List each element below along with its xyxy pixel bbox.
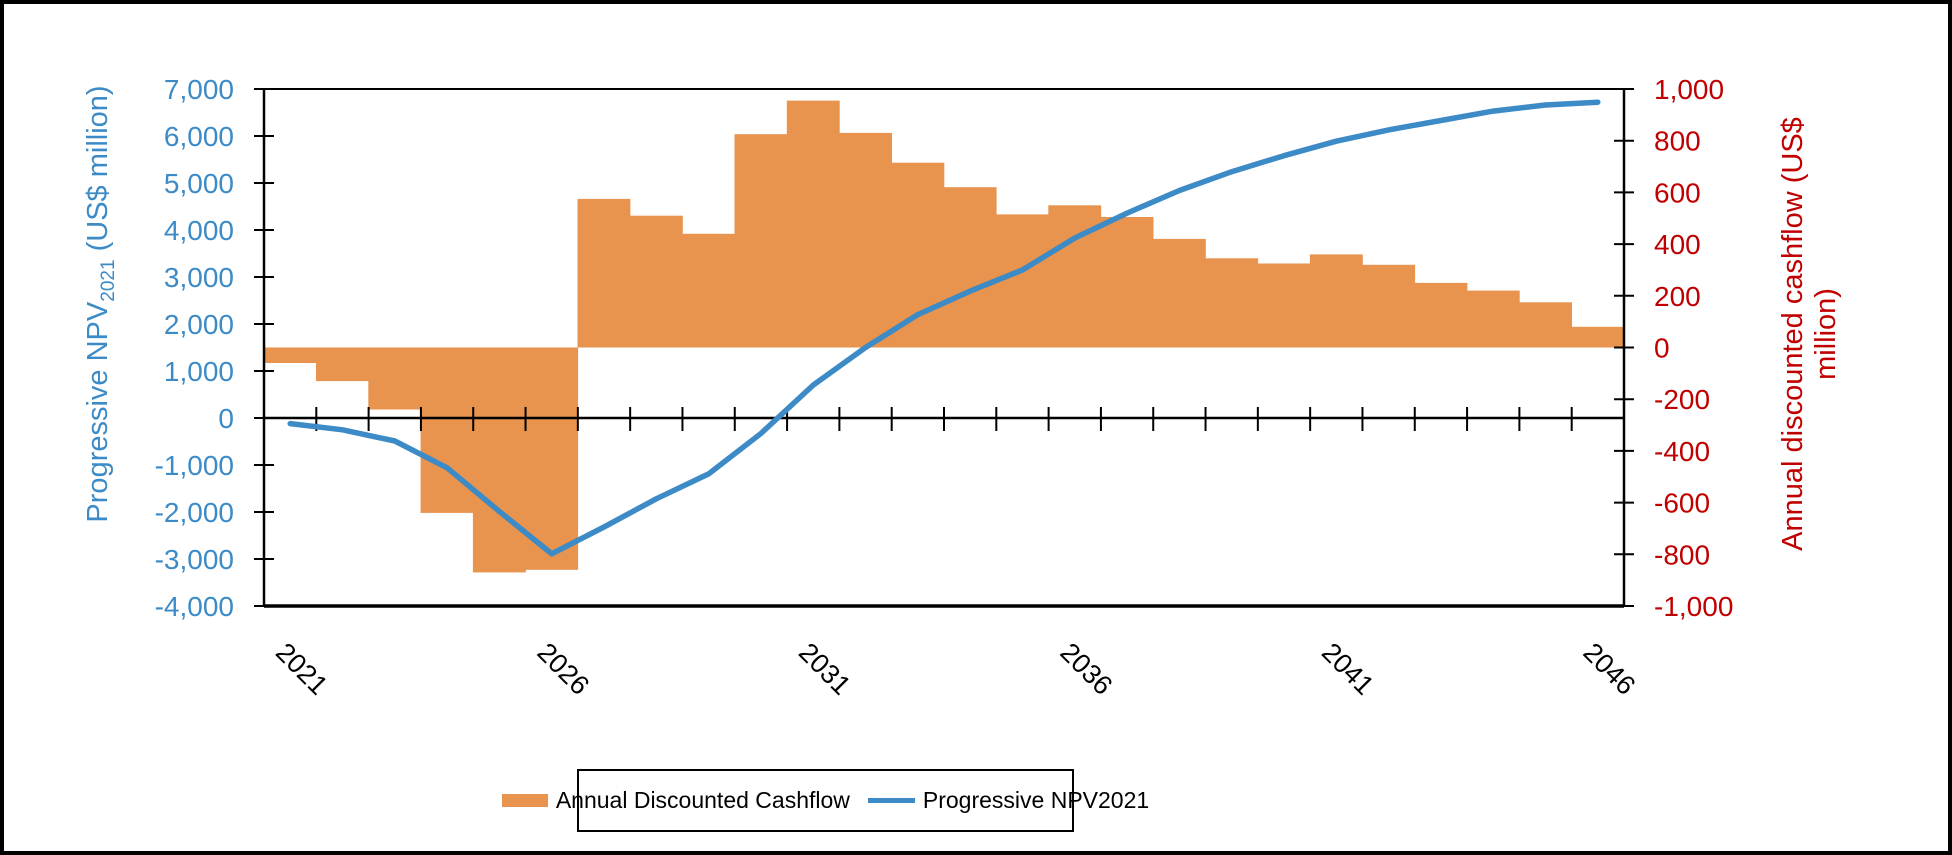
right-axis-tick-label: 0 bbox=[1654, 333, 1670, 364]
right-axis-title-line1: Annual discounted cashflow (US$ bbox=[1777, 117, 1809, 551]
bar-annual-discounted-cashflow-2024 bbox=[420, 347, 474, 513]
bar-series-swatch-icon bbox=[501, 794, 548, 807]
left-axis-tick-label: -3,000 bbox=[155, 544, 234, 575]
bar-annual-discounted-cashflow-2027 bbox=[577, 198, 631, 348]
bar-annual-discounted-cashflow-2042 bbox=[1362, 264, 1416, 348]
bar-annual-discounted-cashflow-2032 bbox=[839, 132, 892, 348]
right-axis-title-line2: million) bbox=[1810, 288, 1843, 380]
left-axis-tick-label: 1,000 bbox=[164, 356, 234, 387]
chart-legend: Annual Discounted Cashflow Progressive N… bbox=[501, 769, 1149, 832]
bar-annual-discounted-cashflow-2023 bbox=[368, 347, 422, 410]
bar-annual-discounted-cashflow-2025 bbox=[472, 347, 526, 573]
bar-annual-discounted-cashflow-2021 bbox=[263, 347, 317, 363]
bar-annual-discounted-cashflow-2028 bbox=[629, 215, 683, 348]
left-axis-tick-label: 2,000 bbox=[164, 309, 234, 340]
right-axis-tick-label: 600 bbox=[1654, 177, 1701, 208]
legend-label-bars: Annual Discounted Cashflow bbox=[555, 787, 850, 813]
bar-annual-discounted-cashflow-2031 bbox=[786, 100, 840, 348]
left-axis-title: Progressive NPV2021 (US$ million) bbox=[82, 44, 122, 564]
x-axis-year-label: 2041 bbox=[1316, 637, 1380, 701]
bar-annual-discounted-cashflow-2046 bbox=[1571, 326, 1625, 348]
bar-annual-discounted-cashflow-2040 bbox=[1257, 263, 1311, 348]
left-axis-title-subscript: 2021 bbox=[97, 259, 119, 302]
left-axis-title-prefix: Progressive NPV bbox=[82, 301, 114, 523]
bar-annual-discounted-cashflow-2035 bbox=[996, 214, 1049, 348]
right-axis-tick-label: 200 bbox=[1654, 281, 1701, 312]
left-axis-title-suffix: (US$ million) bbox=[82, 85, 114, 260]
x-axis-year-label: 2046 bbox=[1578, 637, 1642, 701]
bar-annual-discounted-cashflow-2039 bbox=[1205, 258, 1259, 348]
x-axis-year-label: 2021 bbox=[270, 637, 334, 701]
bar-annual-discounted-cashflow-2022 bbox=[316, 347, 369, 382]
left-axis-tick-label: 6,000 bbox=[164, 121, 234, 152]
combo-chart-plot: 7,000 6,000 5,000 4,000 3,000 2,000 1,000 0 -1,0… bbox=[155, 74, 1734, 701]
left-axis-tick-label: 0 bbox=[218, 403, 234, 434]
x-axis-year-label: 2031 bbox=[793, 637, 857, 701]
legend-item-line: Progressive NPV2021 bbox=[867, 787, 1150, 814]
left-axis-tick-label: 3,000 bbox=[164, 262, 234, 293]
x-axis-year-label: 2036 bbox=[1055, 637, 1119, 701]
right-axis-tick-label: -400 bbox=[1654, 436, 1710, 467]
left-axis-tick-label: -4,000 bbox=[155, 591, 234, 622]
right-axis-tick-label: -1,000 bbox=[1654, 591, 1733, 622]
bar-annual-discounted-cashflow-2043 bbox=[1414, 282, 1468, 348]
bar-annual-discounted-cashflow-2034 bbox=[943, 187, 997, 348]
left-axis-tick-label: -1,000 bbox=[155, 450, 234, 481]
right-axis-tick-label: 400 bbox=[1654, 229, 1701, 260]
left-axis-tick-label: 5,000 bbox=[164, 168, 234, 199]
legend-label-line: Progressive NPV2021 bbox=[922, 787, 1150, 813]
right-axis-tick-label: -600 bbox=[1654, 488, 1710, 519]
bar-annual-discounted-cashflow-2037 bbox=[1100, 217, 1154, 348]
right-axis-tick-label: 800 bbox=[1654, 126, 1701, 157]
bar-annual-discounted-cashflow-2026 bbox=[525, 347, 579, 570]
right-axis-tick-label: 1,000 bbox=[1654, 74, 1724, 105]
left-axis-tick-label: 4,000 bbox=[164, 215, 234, 246]
right-axis-title: Annual discounted cashflow (US$ million) bbox=[1777, 54, 1851, 614]
right-axis-tick-label: -800 bbox=[1654, 539, 1710, 570]
bar-annual-discounted-cashflow-2045 bbox=[1519, 302, 1572, 348]
bar-annual-discounted-cashflow-2029 bbox=[682, 233, 736, 348]
line-series-swatch-icon bbox=[867, 798, 915, 803]
legend-item-bars: Annual Discounted Cashflow bbox=[501, 787, 850, 814]
bar-annual-discounted-cashflow-2044 bbox=[1466, 290, 1520, 348]
left-axis-tick-label: 7,000 bbox=[164, 74, 234, 105]
bar-annual-discounted-cashflow-2038 bbox=[1152, 238, 1206, 348]
bar-annual-discounted-cashflow-2030 bbox=[734, 134, 788, 348]
bar-annual-discounted-cashflow-2033 bbox=[891, 162, 945, 348]
right-axis-tick-label: -200 bbox=[1654, 384, 1710, 415]
progressive-npv-line bbox=[287, 99, 1601, 557]
x-axis-year-label: 2026 bbox=[531, 637, 595, 701]
bar-annual-discounted-cashflow-2041 bbox=[1309, 254, 1363, 348]
left-axis-tick-label: -2,000 bbox=[155, 497, 234, 528]
